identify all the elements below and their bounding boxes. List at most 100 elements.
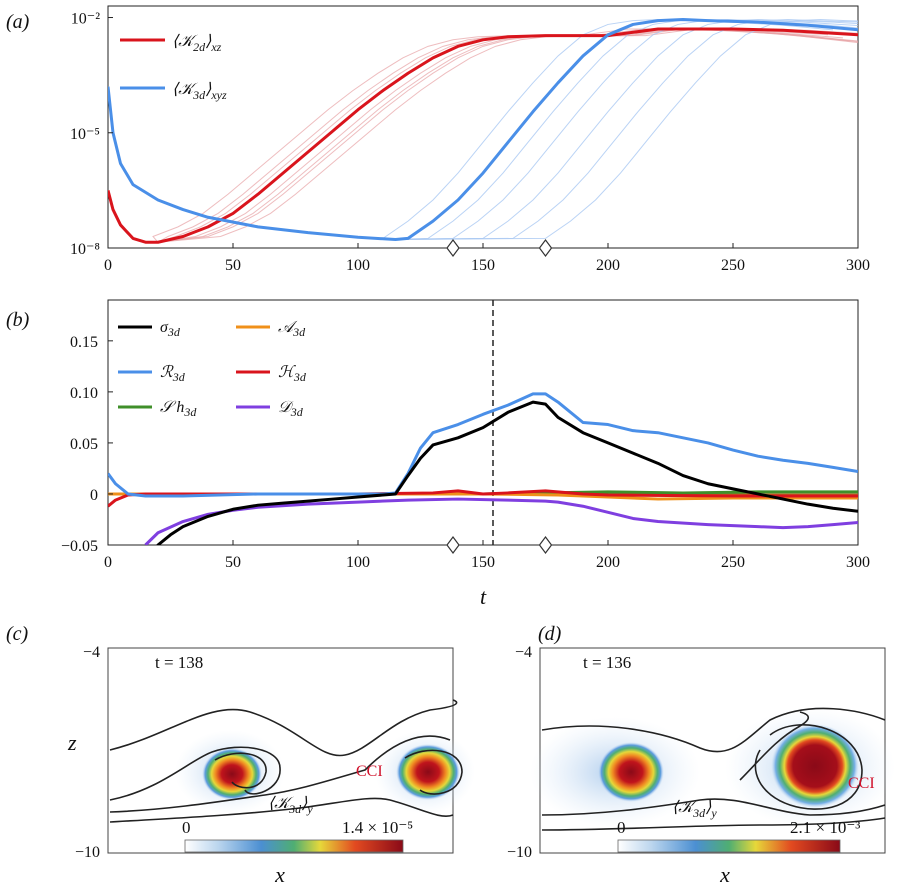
- legend-k2d: ⟨𝒦2d⟩xz: [172, 33, 222, 54]
- panel-c-time: t = 138: [155, 653, 203, 672]
- y-tick-label: 10⁻⁸: [70, 241, 100, 258]
- series-line-k2d: [108, 27, 858, 244]
- x-tick-label: 50: [225, 257, 241, 274]
- vortex-core-d-left: [598, 742, 664, 802]
- legend-sigma: σ3d: [160, 319, 181, 339]
- streamline-d3: [541, 817, 886, 831]
- faint-blue-trace: [108, 18, 858, 241]
- legend-sh: 𝒮 h3d: [160, 399, 197, 419]
- faint-red-trace: [108, 28, 844, 243]
- panel-a-legend: ⟨𝒦2d⟩xz ⟨𝒦3d⟩xyz: [120, 33, 227, 102]
- panel-c-streamlines: [109, 699, 463, 823]
- panel-d-cci: CCI: [848, 775, 875, 792]
- y-tick-label: 10⁻⁵: [70, 126, 100, 143]
- panel-c-ylabel: z: [67, 730, 77, 755]
- x-tick-label: 300: [846, 554, 870, 571]
- panel-c-xlabel: x: [274, 862, 285, 887]
- panel-c-colorbar-min: 0: [182, 818, 191, 837]
- x-tick-label: 0: [104, 257, 112, 274]
- panel-d: (d) −4 −10 x t = 136 CCI ⟨𝒦3d⟩y 0 2.1 × …: [507, 623, 895, 887]
- panel-a-x-ticks: 0 50 100 150 200 250 300: [104, 243, 870, 274]
- panel-b-frame: [107, 299, 859, 546]
- legend-a: 𝒜3d: [278, 319, 306, 339]
- panel-d-field: [530, 708, 895, 828]
- series-line-k3d: [108, 17, 858, 242]
- panel-d-colorbar: [617, 839, 841, 853]
- legend-r: ℛ3d: [160, 364, 186, 384]
- panel-d-ytick-top: −4: [515, 644, 532, 661]
- x-tick-label: 250: [721, 554, 745, 571]
- panel-a-y-ticks: 10⁻⁸ 10⁻⁵ 10⁻²: [70, 11, 113, 258]
- x-tick-label: 150: [471, 257, 495, 274]
- panel-d-streamlines: [541, 707, 886, 831]
- panel-b-diamond-markers: [446, 536, 553, 554]
- legend-h: ℋ3d: [278, 364, 307, 384]
- y-tick-label: 0: [90, 487, 98, 504]
- panel-c-ytick-top: −4: [83, 644, 100, 661]
- x-tick-label: 200: [596, 257, 620, 274]
- streamline-d5: [739, 711, 810, 781]
- panel-a-diamond-markers: [446, 239, 553, 257]
- faint-red-trace: [108, 28, 829, 243]
- faint-red-trace: [108, 28, 858, 243]
- diamond-marker: [538, 536, 553, 554]
- streamline-d1: [541, 707, 886, 753]
- diamond-marker: [538, 239, 553, 257]
- panel-d-colorbar-label: ⟨𝒦3d⟩y: [672, 799, 717, 820]
- panel-d-ytick-bottom: −10: [507, 844, 532, 861]
- streamline-c5: [214, 752, 267, 789]
- x-tick-label: 150: [471, 554, 495, 571]
- panel-c-colorbar-label: ⟨𝒦3d⟩y: [268, 795, 313, 816]
- panel-b-x-ticks: 0 50 100 150 200 250 300: [104, 540, 870, 571]
- panel-c: (c) −4 −10 z x t = 138 CCI ⟨𝒦3d⟩y 0 1.4 …: [6, 623, 475, 887]
- panel-b-legend: σ3d ℛ3d 𝒮 h3d 𝒜3d ℋ3d 𝒟3d: [118, 319, 307, 419]
- faint-red-trace: [108, 28, 858, 243]
- panel-b-y-ticks: −0.05 0 0.05 0.10 0.15: [61, 334, 113, 555]
- x-tick-label: 100: [346, 554, 370, 571]
- panel-d-time: t = 136: [583, 653, 631, 672]
- vortex-core-d-right: [771, 724, 859, 808]
- y-tick-label: −0.05: [61, 538, 98, 555]
- faint-red-trace: [108, 28, 858, 243]
- x-tick-label: 100: [346, 257, 370, 274]
- streamline-d2: [541, 798, 886, 816]
- series-line-sigma: [156, 400, 858, 545]
- panel-d-colorbar-max: 2.1 × 10⁻³: [790, 818, 860, 837]
- panel-a-series: [108, 17, 858, 244]
- panel-a-label: (a): [6, 11, 30, 33]
- x-tick-label: 200: [596, 554, 620, 571]
- series-line-r: [108, 392, 858, 498]
- panel-a-ensemble-traces: [108, 18, 858, 243]
- diamond-marker: [446, 239, 460, 257]
- diamond-marker: [446, 536, 460, 554]
- streamline-c2: [109, 746, 281, 801]
- streamline-c6: [404, 749, 463, 795]
- panel-c-cci: CCI: [356, 763, 383, 780]
- streamline-d4: [754, 724, 863, 810]
- streamline-c1: [109, 699, 458, 757]
- faint-red-trace: [108, 28, 858, 243]
- y-tick-label: 0.15: [70, 334, 98, 351]
- panel-c-label: (c): [6, 623, 29, 645]
- y-tick-label: 10⁻²: [71, 11, 100, 28]
- faint-blue-trace: [108, 18, 858, 241]
- y-tick-label: 0.10: [70, 385, 98, 402]
- faint-blue-trace: [108, 18, 858, 241]
- y-tick-label: 0.05: [70, 436, 98, 453]
- legend-d: 𝒟3d: [278, 399, 304, 419]
- streamline-c4: [109, 797, 454, 823]
- panel-d-label: (d): [538, 623, 562, 645]
- x-tick-label: 0: [104, 554, 112, 571]
- x-tick-label: 250: [721, 257, 745, 274]
- x-tick-label: 50: [225, 554, 241, 571]
- legend-k3d: ⟨𝒦3d⟩xyz: [172, 81, 227, 102]
- panel-b-xlabel: t: [480, 584, 487, 609]
- panel-b-series: [108, 300, 858, 545]
- panel-c-colorbar: [184, 839, 404, 853]
- panel-a: (a) 0 50 100 150 200 250 300 10⁻⁸ 10⁻⁵ 10⁻² ⟨𝒦2d…: [6, 5, 870, 274]
- panel-c-ytick-bottom: −10: [75, 844, 100, 861]
- panel-c-colorbar-max: 1.4 × 10⁻⁵: [342, 818, 413, 837]
- panel-d-colorbar-min: 0: [617, 818, 626, 837]
- faint-red-trace: [108, 28, 851, 243]
